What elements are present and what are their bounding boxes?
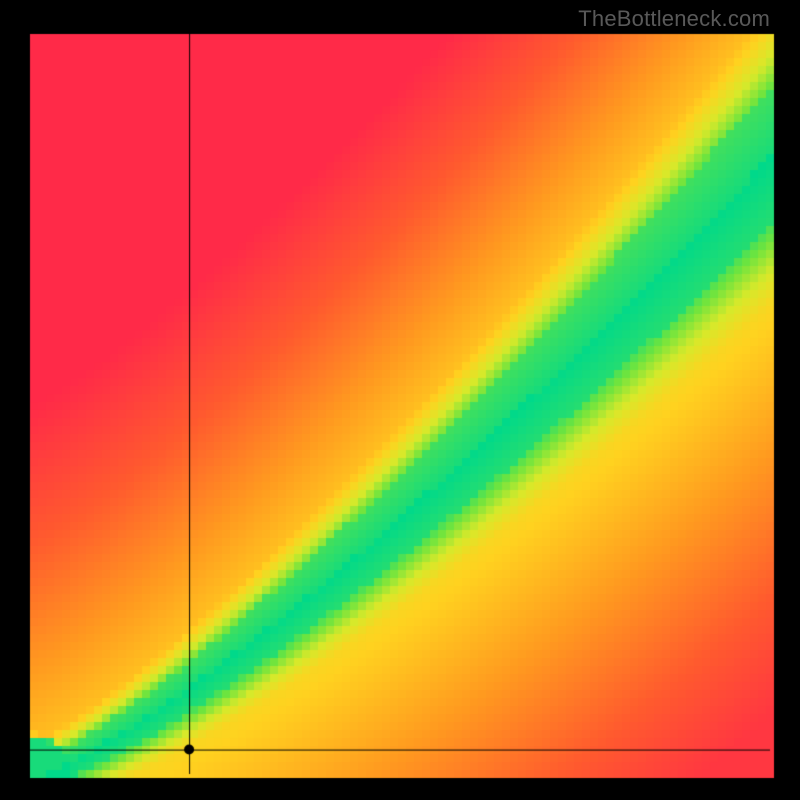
watermark-text: TheBottleneck.com xyxy=(578,6,770,32)
heatmap-canvas xyxy=(0,0,800,800)
